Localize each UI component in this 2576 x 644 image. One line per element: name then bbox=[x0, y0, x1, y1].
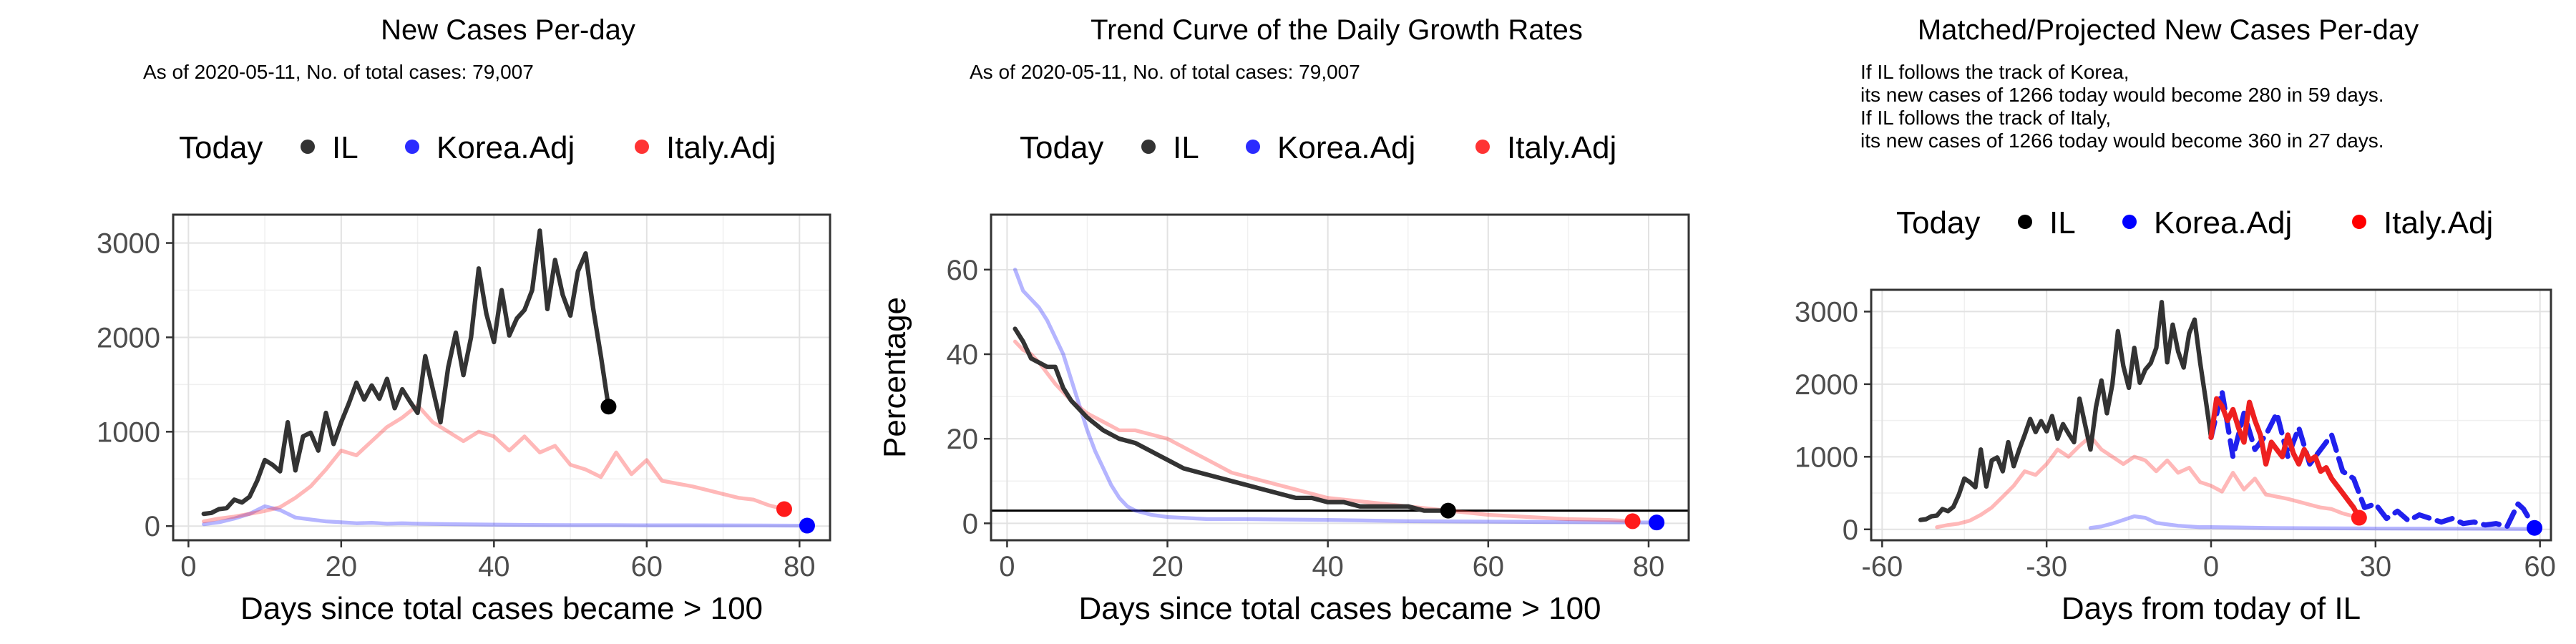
y-tick-label: 0 bbox=[145, 511, 160, 542]
y-tick-label: 1000 bbox=[97, 416, 160, 448]
x-axis-label: Days since total cases became > 100 bbox=[240, 591, 763, 626]
x-tick-label: 20 bbox=[326, 551, 358, 582]
x-tick-label: 60 bbox=[631, 551, 663, 582]
chart-title: New Cases Per-day bbox=[381, 14, 635, 46]
chart-subtitle-line: its new cases of 1266 today would become… bbox=[1860, 130, 2384, 152]
y-axis-label: Percentage bbox=[877, 297, 912, 458]
x-tick-label: 0 bbox=[999, 551, 1015, 582]
chart-subtitle-line: If IL follows the track of Korea, bbox=[1860, 61, 2129, 83]
y-tick-label: 2000 bbox=[1795, 369, 1858, 401]
legend-key-korea-adj bbox=[405, 140, 419, 154]
today-point bbox=[1440, 502, 1456, 519]
legend-key-korea-adj bbox=[2122, 215, 2137, 229]
today-point bbox=[1649, 514, 1665, 531]
x-tick-label: 30 bbox=[2360, 551, 2392, 582]
y-tick-label: 0 bbox=[962, 508, 978, 540]
chart-svg-new-cases: New Cases Per-day As of 2020-05-11, No. o… bbox=[97, 14, 831, 626]
y-tick-label: 20 bbox=[947, 424, 979, 455]
chart-subtitle-line: its new cases of 1266 today would become… bbox=[1860, 84, 2384, 106]
x-tick-label: 0 bbox=[2203, 551, 2219, 582]
chart-growth-rates: Trend Curve of the Daily Growth Rates As … bbox=[859, 0, 1717, 644]
y-tick-label: 40 bbox=[947, 339, 979, 371]
y-tick-label: 1000 bbox=[1795, 441, 1858, 473]
series-line-korea-adj-history- bbox=[2088, 514, 2537, 531]
legend-key-italy-adj bbox=[635, 140, 649, 154]
legend-label: IL bbox=[2049, 205, 2076, 240]
legend-label: Italy.Adj bbox=[2384, 205, 2493, 240]
today-point bbox=[799, 517, 815, 534]
today-point bbox=[600, 399, 617, 415]
x-tick-label: 80 bbox=[1633, 551, 1665, 582]
series-line-italy-adj bbox=[202, 403, 786, 524]
x-tick-label: -30 bbox=[2026, 551, 2067, 582]
legend-key-il bbox=[1141, 140, 1156, 154]
chart-title: Trend Curve of the Daily Growth Rates bbox=[1091, 14, 1583, 46]
legend-label: IL bbox=[1173, 130, 1199, 165]
y-tick-label: 60 bbox=[947, 255, 979, 286]
chart-matched-projected: Matched/Projected New Cases Per-day If IL… bbox=[1717, 0, 2576, 644]
series-line-korea-adj bbox=[1013, 268, 1659, 525]
legend-label: Korea.Adj bbox=[436, 130, 575, 165]
x-tick-label: -60 bbox=[1861, 551, 1903, 582]
legend-key-italy-adj bbox=[1475, 140, 1490, 154]
x-tick-label: 0 bbox=[180, 551, 196, 582]
legend-label: Korea.Adj bbox=[2154, 205, 2292, 240]
x-tick-label: 20 bbox=[1151, 551, 1184, 582]
today-point bbox=[776, 501, 792, 517]
x-axis-label: Days from today of IL bbox=[2062, 591, 2361, 626]
y-tick-label: 0 bbox=[1843, 514, 1858, 546]
legend-label: IL bbox=[332, 130, 358, 165]
legend-label: Italy.Adj bbox=[666, 130, 776, 165]
series-line-italy-adj-projected- bbox=[2208, 396, 2362, 521]
chart-svg-projected: Matched/Projected New Cases Per-day If IL… bbox=[1795, 14, 2556, 626]
x-tick-label: 60 bbox=[1473, 551, 1505, 582]
chart-new-cases-per-day: New Cases Per-day As of 2020-05-11, No. o… bbox=[0, 0, 859, 644]
series-line-il bbox=[201, 228, 611, 517]
plot-background bbox=[173, 215, 830, 540]
legend-label: Italy.Adj bbox=[1507, 130, 1616, 165]
y-tick-label: 3000 bbox=[97, 228, 160, 260]
y-tick-label: 3000 bbox=[1795, 296, 1858, 328]
x-tick-label: 40 bbox=[478, 551, 510, 582]
series-line-il bbox=[1918, 300, 2214, 522]
legend-title: Today bbox=[1896, 205, 1980, 240]
chart-subtitle-line: If IL follows the track of Italy, bbox=[1860, 107, 2111, 129]
series-line-il bbox=[1013, 326, 1450, 513]
today-point bbox=[2527, 519, 2543, 536]
legend-key-il bbox=[301, 140, 315, 154]
plot-border bbox=[172, 213, 831, 542]
chart-svg-growth-rates: Trend Curve of the Daily Growth Rates As … bbox=[877, 14, 1690, 626]
y-tick-label: 2000 bbox=[97, 322, 160, 353]
legend-title: Today bbox=[1020, 130, 1103, 165]
chart-title: Matched/Projected New Cases Per-day bbox=[1918, 14, 2419, 46]
x-tick-label: 80 bbox=[784, 551, 816, 582]
legend-label: Korea.Adj bbox=[1277, 130, 1415, 165]
legend-key-korea-adj bbox=[1246, 140, 1260, 154]
series-line-korea-adj bbox=[202, 504, 809, 528]
plot-border bbox=[990, 213, 1690, 542]
legend-key-il bbox=[2018, 215, 2032, 229]
today-point bbox=[2351, 509, 2367, 526]
legend-key-italy-adj bbox=[2352, 215, 2366, 229]
chart-subtitle-line: As of 2020-05-11, No. of total cases: 79… bbox=[143, 61, 534, 83]
legend-title: Today bbox=[179, 130, 263, 165]
series-line-italy-adj-history- bbox=[1935, 434, 2361, 530]
today-point bbox=[1624, 513, 1641, 530]
x-tick-label: 40 bbox=[1312, 551, 1344, 582]
x-axis-label: Days since total cases became > 100 bbox=[1078, 591, 1601, 626]
plot-background bbox=[991, 215, 1689, 540]
series-line-korea-adj-projected- bbox=[2208, 389, 2537, 531]
x-tick-label: 60 bbox=[2524, 551, 2556, 582]
chart-subtitle-line: As of 2020-05-11, No. of total cases: 79… bbox=[970, 61, 1360, 83]
